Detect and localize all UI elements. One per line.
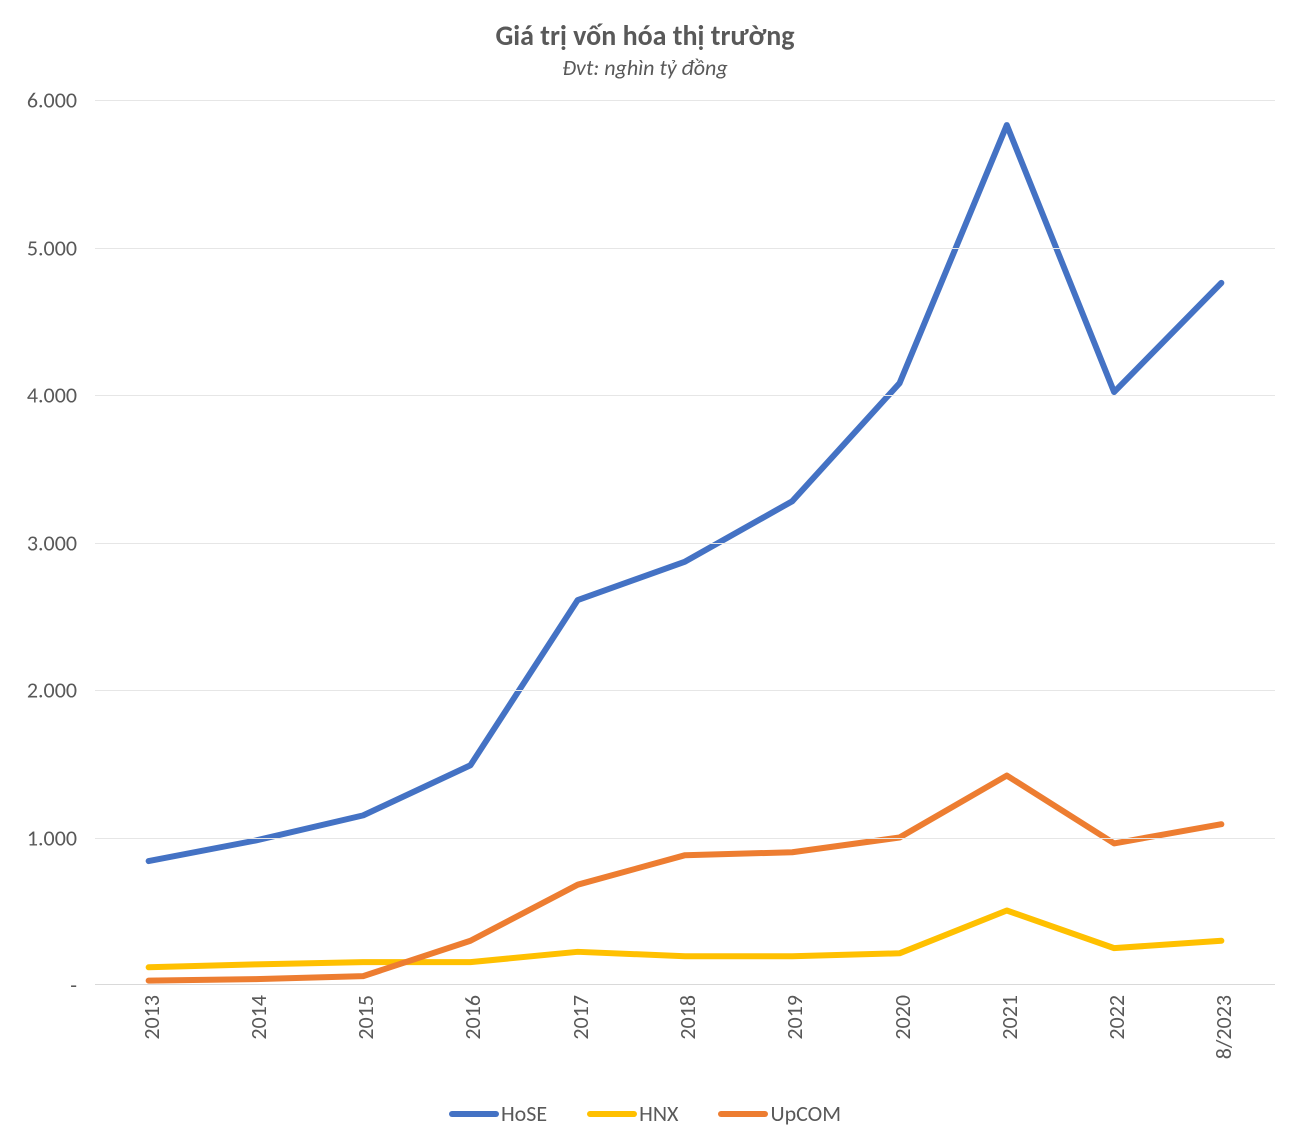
gridline bbox=[95, 248, 1275, 249]
x-axis-label: 2018 bbox=[674, 995, 701, 1040]
x-axis-label: 2019 bbox=[781, 995, 808, 1040]
legend: HoSE HNX UpCOM bbox=[0, 1100, 1290, 1127]
x-axis-label: 2016 bbox=[459, 995, 486, 1040]
chart-title: Giá trị vốn hóa thị trường bbox=[0, 18, 1290, 53]
series-line-hose bbox=[149, 125, 1222, 861]
y-axis-label: 4.000 bbox=[0, 382, 77, 409]
y-axis-label: 2.000 bbox=[0, 677, 77, 704]
x-axis-label: 2013 bbox=[138, 995, 165, 1040]
series-line-upcom bbox=[149, 776, 1222, 981]
y-axis-label: 1.000 bbox=[0, 824, 77, 851]
legend-item-upcom: UpCOM bbox=[718, 1100, 841, 1127]
legend-label: HNX bbox=[639, 1100, 678, 1127]
legend-label: UpCOM bbox=[770, 1100, 841, 1127]
y-axis-label: 5.000 bbox=[0, 234, 77, 261]
legend-swatch bbox=[449, 1111, 499, 1117]
legend-item-hose: HoSE bbox=[449, 1100, 547, 1127]
x-axis-label: 2015 bbox=[352, 995, 379, 1040]
x-axis-label: 2014 bbox=[245, 995, 272, 1040]
x-axis-label: 8/2023 bbox=[1210, 995, 1237, 1059]
gridline bbox=[95, 543, 1275, 544]
legend-swatch bbox=[587, 1111, 637, 1117]
gridline bbox=[95, 690, 1275, 691]
gridline bbox=[95, 838, 1275, 839]
y-axis-label: - bbox=[0, 972, 77, 999]
legend-swatch bbox=[718, 1111, 768, 1117]
x-axis-label: 2022 bbox=[1103, 995, 1130, 1040]
legend-label: HoSE bbox=[501, 1100, 547, 1127]
gridline bbox=[95, 395, 1275, 396]
legend-item-hnx: HNX bbox=[587, 1100, 678, 1127]
plot-area bbox=[95, 100, 1275, 985]
x-axis-label: 2021 bbox=[996, 995, 1023, 1040]
chart-subtitle: Đvt: nghìn tỷ đồng bbox=[0, 54, 1290, 81]
x-axis-label: 2020 bbox=[889, 995, 916, 1040]
y-axis-label: 3.000 bbox=[0, 529, 77, 556]
market-cap-chart: Giá trị vốn hóa thị trường Đvt: nghìn tỷ… bbox=[0, 0, 1290, 1144]
y-axis-label: 6.000 bbox=[0, 87, 77, 114]
gridline bbox=[95, 100, 1275, 101]
x-axis-label: 2017 bbox=[567, 995, 594, 1040]
series-line-hnx bbox=[149, 911, 1222, 968]
